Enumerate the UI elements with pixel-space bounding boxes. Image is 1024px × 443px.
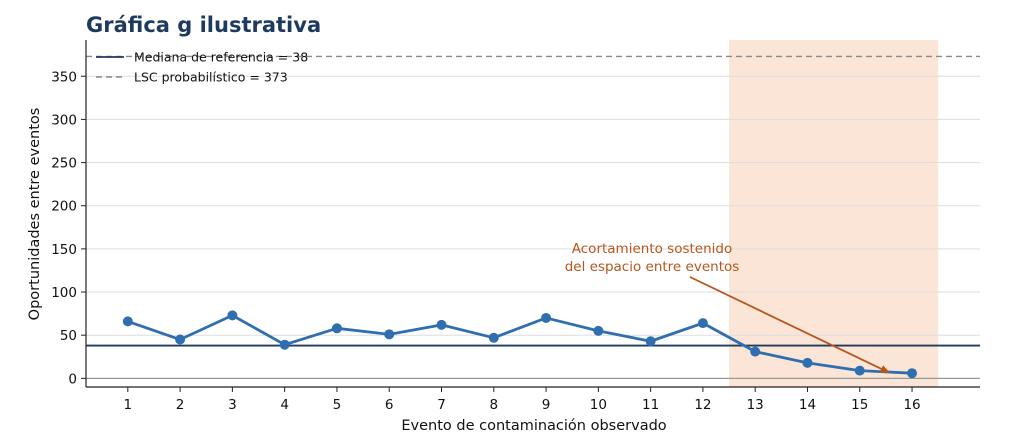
x-tick-label-16: 16 bbox=[903, 397, 920, 413]
x-tick-label-10: 10 bbox=[590, 397, 607, 413]
data-point-7 bbox=[436, 319, 447, 330]
data-point-16 bbox=[907, 368, 918, 379]
y-tick-label-350: 350 bbox=[51, 69, 77, 85]
x-tick-label-9: 9 bbox=[542, 397, 551, 413]
x-tick-label-2: 2 bbox=[176, 397, 185, 413]
x-tick-label-5: 5 bbox=[333, 397, 342, 413]
series-line bbox=[127, 313, 913, 375]
data-point-15 bbox=[854, 365, 865, 376]
y-tick-label-250: 250 bbox=[51, 156, 77, 172]
y-tick-label-100: 100 bbox=[51, 285, 77, 301]
legend-label-2: LSC probabilístico = 373 bbox=[134, 70, 288, 85]
x-tick-label-4: 4 bbox=[280, 397, 289, 413]
data-point-3 bbox=[227, 310, 238, 321]
annotation-line-1: Acortamiento sostenido bbox=[572, 241, 732, 257]
data-point-4 bbox=[279, 339, 290, 350]
y-tick-label-50: 50 bbox=[60, 328, 77, 344]
data-point-8 bbox=[488, 332, 499, 343]
data-point-9 bbox=[541, 312, 552, 323]
highlight-region bbox=[729, 40, 939, 387]
annotation-arrow bbox=[689, 276, 891, 374]
data-point-12 bbox=[697, 318, 708, 329]
x-tick-label-14: 14 bbox=[799, 397, 816, 413]
x-tick-label-6: 6 bbox=[385, 397, 394, 413]
y-tick-label-200: 200 bbox=[51, 199, 77, 215]
x-tick-label-1: 1 bbox=[124, 397, 133, 413]
x-tick-label-12: 12 bbox=[694, 397, 711, 413]
y-tick-label-300: 300 bbox=[51, 112, 77, 128]
data-point-14 bbox=[802, 357, 813, 368]
annotation-line-2: del espacio entre eventos bbox=[565, 259, 740, 275]
x-tick-label-15: 15 bbox=[851, 397, 868, 413]
legend-label-1: Mediana de referencia = 38 bbox=[134, 50, 308, 65]
x-tick-label-8: 8 bbox=[489, 397, 498, 413]
data-point-5 bbox=[331, 323, 342, 334]
data-point-11 bbox=[645, 336, 656, 347]
y-tick-label-150: 150 bbox=[51, 242, 77, 258]
y-axis-label: Oportunidades entre eventos bbox=[27, 108, 43, 321]
x-tick-label-13: 13 bbox=[747, 397, 764, 413]
data-point-10 bbox=[593, 325, 604, 336]
legend: Mediana de referencia = 38 LSC probabilís… bbox=[96, 50, 308, 85]
chart-title: Gráfica g ilustrativa bbox=[86, 13, 321, 37]
data-point-1 bbox=[122, 316, 133, 327]
data-point-2 bbox=[175, 334, 186, 345]
x-tick-label-3: 3 bbox=[228, 397, 237, 413]
x-tick-label-11: 11 bbox=[642, 397, 659, 413]
data-point-6 bbox=[384, 329, 395, 340]
y-tick-label-0: 0 bbox=[68, 371, 77, 387]
x-tick-label-7: 7 bbox=[437, 397, 446, 413]
x-axis-label: Evento de contaminación observado bbox=[401, 418, 666, 434]
data-point-13 bbox=[750, 346, 761, 357]
